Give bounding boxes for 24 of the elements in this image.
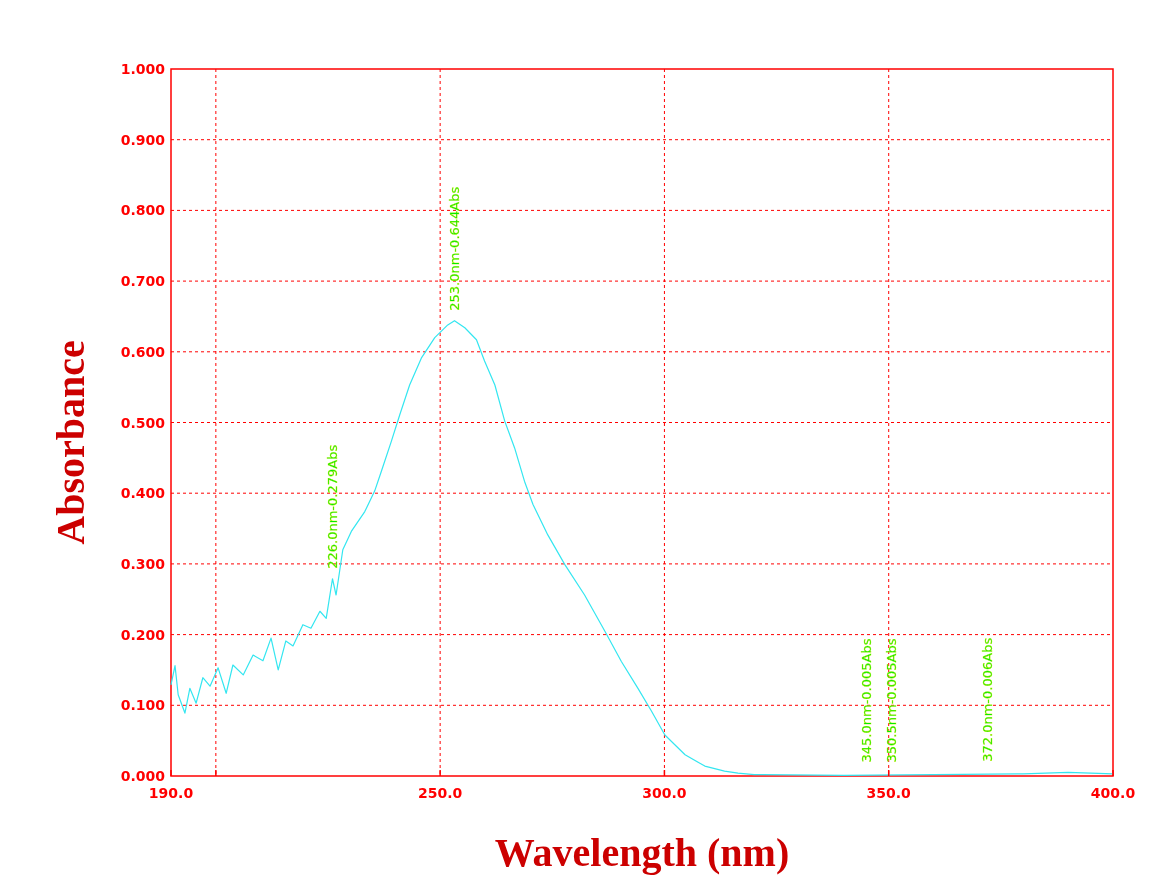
y-tick-label: 0.200 bbox=[120, 626, 166, 643]
annotation: 226.0nm-0.279Abs bbox=[325, 444, 341, 569]
annotation: 372.0nm-0.006Abs bbox=[980, 637, 996, 762]
y-tick-label: 0.400 bbox=[120, 485, 166, 502]
y-tick-label: 0.500 bbox=[120, 414, 166, 431]
y-tick-label: 0.300 bbox=[120, 555, 166, 572]
y-tick-label: 0.800 bbox=[120, 202, 166, 219]
x-axis-title: Wavelength (nm) bbox=[494, 830, 790, 875]
y-tick-label: 1.000 bbox=[120, 61, 166, 77]
y-tick-label: 0.100 bbox=[120, 697, 166, 714]
annotation: 350.5nm-0.005Abs bbox=[883, 638, 899, 763]
annotation: 345.0nm-0.005Abs bbox=[859, 638, 875, 763]
x-tick-label: 400.0 bbox=[1090, 785, 1136, 801]
x-tick-label: 350.0 bbox=[866, 785, 912, 801]
y-axis-title: Absorbance bbox=[48, 340, 93, 545]
x-tick-label: 300.0 bbox=[642, 785, 687, 801]
x-tick-label: 250.0 bbox=[417, 785, 463, 801]
y-tick-label: 0.000 bbox=[120, 768, 166, 784]
x-tick-label: 190.0 bbox=[148, 785, 194, 801]
y-tick-label: 0.900 bbox=[120, 131, 166, 148]
annotation: 253.0nm-0.644Abs bbox=[446, 186, 462, 311]
y-tick-label: 0.600 bbox=[120, 343, 166, 360]
line-series bbox=[170, 320, 1114, 776]
y-tick-label: 0.700 bbox=[120, 273, 166, 290]
